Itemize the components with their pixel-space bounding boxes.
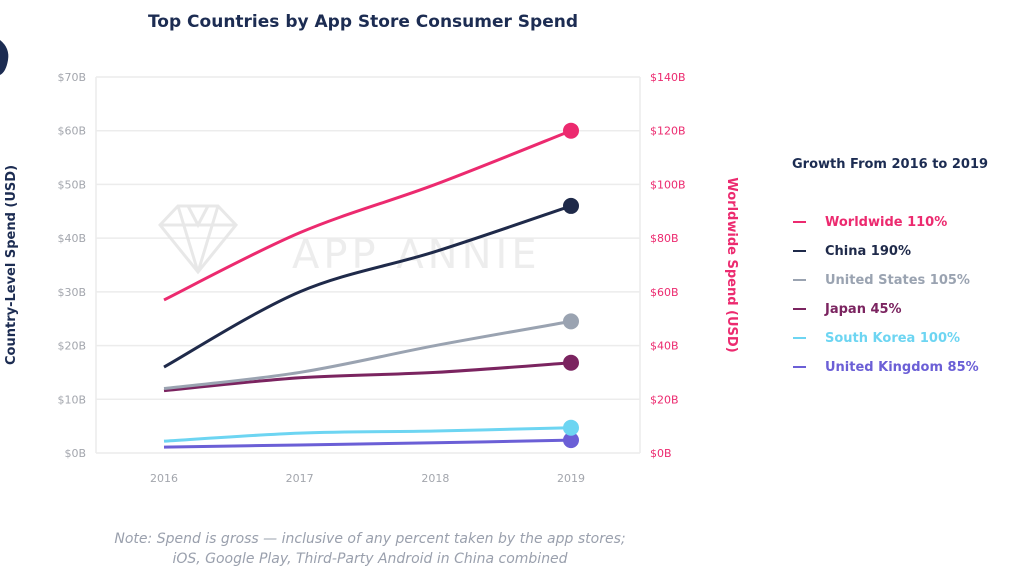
series-line-united-kingdom xyxy=(163,438,572,449)
series-line-china xyxy=(163,204,572,369)
series-line-worldwide xyxy=(163,129,572,302)
y-tick-label-right: $20B xyxy=(650,393,679,406)
y-tick-label-right: $60B xyxy=(650,286,679,299)
x-tick-label: 2018 xyxy=(421,472,449,485)
x-tick-label: 2019 xyxy=(557,472,585,485)
legend: Worldwide 110% China 190% United States 10… xyxy=(793,215,979,375)
y-tick-label-left: $30B xyxy=(57,286,86,299)
y-tick-label-right: $80B xyxy=(650,232,679,245)
note-line-1: Note: Spend is gross — inclusive of any … xyxy=(114,531,625,547)
legend-item: China 190% xyxy=(825,244,911,259)
watermark-text: APP ANNIE xyxy=(292,232,541,278)
end-point-japan xyxy=(563,354,579,371)
watermark: APP ANNIE xyxy=(158,204,541,278)
end-point-south-korea xyxy=(563,419,579,436)
y-tick-label-right: $0B xyxy=(650,447,672,460)
end-point-china xyxy=(563,197,579,214)
diamond-logo-icon xyxy=(158,204,238,275)
legend-item: Worldwide 110% xyxy=(825,215,947,230)
x-tick-label: 2017 xyxy=(286,472,314,485)
legend-item: United Kingdom 85% xyxy=(825,360,979,375)
series-line-japan xyxy=(163,361,572,393)
x-tick-label: 2016 xyxy=(150,472,178,485)
chart-title: Top Countries by App Store Consumer Spen… xyxy=(148,12,578,32)
corner-logo-fragment xyxy=(0,40,9,75)
y-tick-label-right: $40B xyxy=(650,340,679,353)
y-tick-label-left: $70B xyxy=(57,71,86,84)
end-point-united-kingdom xyxy=(563,432,579,449)
series-line-south-korea xyxy=(163,426,572,443)
y-axis-label-right: Worldwide Spend (USD) xyxy=(724,177,739,352)
end-point-united-states xyxy=(563,313,579,330)
end-point-worldwide xyxy=(563,122,579,139)
legend-title: Growth From 2016 to 2019 xyxy=(792,157,988,172)
y-axis-label-left: Country-Level Spend (USD) xyxy=(4,165,19,365)
series-line-united-states xyxy=(163,319,572,391)
y-tick-label-left: $20B xyxy=(57,340,86,353)
y-tick-label-left: $40B xyxy=(57,232,86,245)
y-tick-label-right: $120B xyxy=(650,125,686,138)
legend-item: United States 105% xyxy=(825,273,970,288)
y-tick-label-left: $60B xyxy=(57,125,86,138)
grid: $0B $10B $20B $30B $40B $50B $60B $70B $0B $20B $4… xyxy=(57,71,685,485)
y-tick-label-right: $100B xyxy=(650,178,686,191)
y-tick-label-left: $0B xyxy=(64,447,86,460)
y-tick-label-left: $10B xyxy=(57,393,86,406)
legend-item: Japan 45% xyxy=(824,302,902,317)
y-tick-label-right: $140B xyxy=(650,71,686,84)
y-tick-label-left: $50B xyxy=(57,178,86,191)
legend-item: South Korea 100% xyxy=(825,331,960,346)
note-line-2: iOS, Google Play, Third-Party Android in… xyxy=(172,551,567,567)
